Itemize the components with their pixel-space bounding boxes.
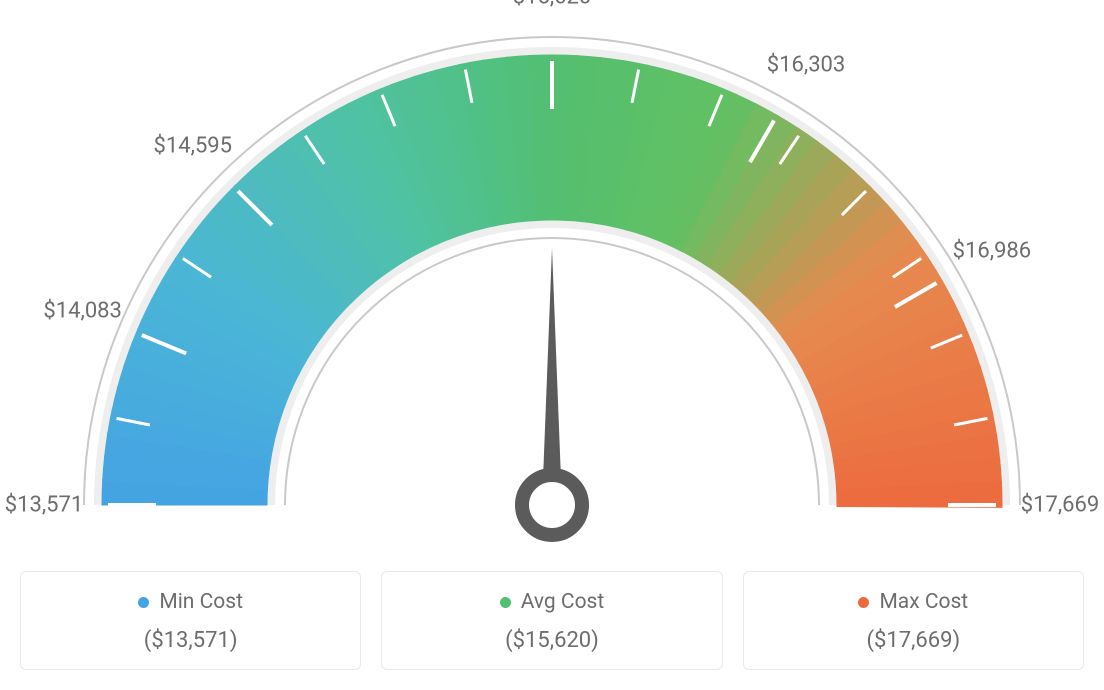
gauge-tick-label: $16,986	[953, 238, 1032, 263]
gauge-tick-label: $16,303	[767, 53, 846, 78]
legend-label-max: Max Cost	[879, 590, 968, 614]
legend-value-min: ($13,571)	[31, 628, 350, 653]
legend-label-avg: Avg Cost	[521, 590, 605, 614]
legend-value-max: ($17,669)	[754, 628, 1073, 653]
legend-card-min: Min Cost ($13,571)	[20, 571, 361, 670]
legend-row: Min Cost ($13,571) Avg Cost ($15,620) Ma…	[0, 571, 1104, 670]
legend-title-max: Max Cost	[858, 590, 968, 614]
legend-value-avg: ($15,620)	[392, 628, 711, 653]
legend-card-max: Max Cost ($17,669)	[743, 571, 1084, 670]
legend-label-min: Min Cost	[159, 590, 243, 614]
gauge-tick-label: $14,595	[154, 133, 233, 158]
dot-icon	[500, 597, 511, 608]
gauge-svg	[0, 0, 1104, 560]
legend-card-avg: Avg Cost ($15,620)	[381, 571, 722, 670]
legend-title-min: Min Cost	[138, 590, 243, 614]
legend-title-avg: Avg Cost	[500, 590, 605, 614]
gauge-tick-label: $15,620	[513, 0, 592, 10]
dot-icon	[138, 597, 149, 608]
gauge-tick-label: $13,571	[5, 493, 84, 518]
cost-gauge: $13,571 $14,083 $14,595 $15,620 $16,303 $16,9…	[0, 0, 1104, 560]
dot-icon	[858, 597, 869, 608]
gauge-tick-label: $17,669	[1021, 493, 1100, 518]
gauge-tick-label: $14,083	[43, 298, 122, 323]
